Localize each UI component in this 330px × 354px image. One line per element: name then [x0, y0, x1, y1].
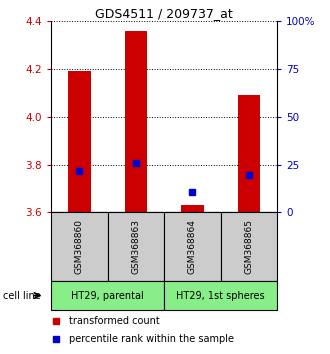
- Bar: [221, 212, 277, 281]
- Bar: [68, 72, 91, 212]
- Bar: [51, 281, 164, 310]
- Bar: [51, 212, 108, 281]
- Bar: [181, 205, 204, 212]
- Text: GSM368860: GSM368860: [75, 219, 84, 274]
- Bar: [108, 212, 164, 281]
- Text: transformed count: transformed count: [69, 316, 160, 326]
- Bar: [238, 95, 260, 212]
- Text: GSM368863: GSM368863: [131, 219, 141, 274]
- Text: HT29, 1st spheres: HT29, 1st spheres: [176, 291, 265, 301]
- Bar: [164, 212, 221, 281]
- Title: GDS4511 / 209737_at: GDS4511 / 209737_at: [95, 7, 233, 20]
- Text: GSM368865: GSM368865: [245, 219, 253, 274]
- Text: percentile rank within the sample: percentile rank within the sample: [69, 334, 234, 344]
- Text: cell line: cell line: [3, 291, 41, 301]
- Bar: [125, 31, 147, 212]
- Text: HT29, parental: HT29, parental: [71, 291, 144, 301]
- Text: GSM368864: GSM368864: [188, 219, 197, 274]
- Bar: [164, 281, 277, 310]
